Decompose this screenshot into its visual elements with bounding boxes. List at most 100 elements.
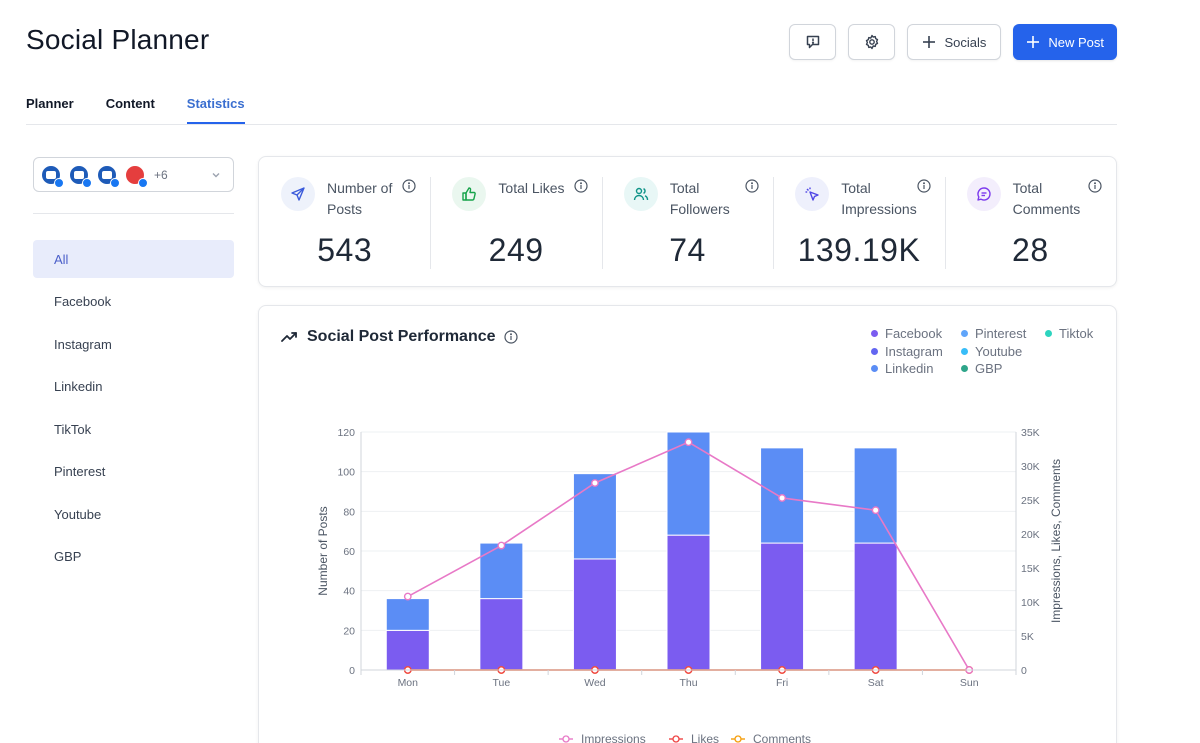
y-right-tick-label: 10K <box>1021 597 1040 609</box>
legend-label: GBP <box>975 361 1003 376</box>
sidebar-item-instagram[interactable]: Instagram <box>54 336 112 352</box>
point-impressions <box>497 541 506 550</box>
stat-label: Number of Posts <box>327 180 393 217</box>
legend-item-tiktok[interactable]: Tiktok <box>1045 326 1093 341</box>
y-right-tick-label: 25K <box>1021 495 1040 507</box>
x-tick-label: Thu <box>679 677 697 689</box>
send-icon <box>281 177 315 211</box>
tab-content[interactable]: Content <box>105 96 155 111</box>
plus-icon <box>923 36 936 48</box>
legend-label: Facebook <box>885 326 943 341</box>
sidebar-item-gbp[interactable]: GBP <box>54 549 82 564</box>
legend-label: Tiktok <box>1059 326 1094 341</box>
sidebar-item-pinterest[interactable]: Pinterest <box>54 464 106 479</box>
account-selector[interactable]: +6 <box>33 157 234 192</box>
header-actions: Socials New Post <box>789 24 1117 60</box>
info-icon[interactable] <box>503 330 518 344</box>
bar-series <box>385 431 898 671</box>
gear-icon <box>865 34 879 50</box>
legend-dot <box>961 330 968 337</box>
legend-dot <box>961 348 968 355</box>
y-right-tick-label: 0 <box>1021 665 1027 677</box>
stat-label: Total Likes <box>498 180 565 196</box>
legend-dot <box>961 365 968 372</box>
plus-icon <box>1027 36 1040 48</box>
y-tick-label: 80 <box>343 506 355 518</box>
y-right-tick-label: 5K <box>1021 631 1034 643</box>
bar-facebook <box>666 534 711 671</box>
stat-value: 74 <box>669 232 706 268</box>
legend-dot <box>871 348 878 355</box>
info-icon[interactable] <box>917 179 931 193</box>
legend-dot <box>871 330 878 337</box>
info-icon[interactable] <box>745 179 759 193</box>
stat-value: 543 <box>317 232 373 268</box>
facebook-badge-icon <box>110 177 120 188</box>
stat-label: Total Comments <box>1012 180 1081 217</box>
feedback-icon <box>806 35 820 49</box>
new-post-button[interactable]: New Post <box>1013 24 1117 60</box>
bar-linkedin <box>853 447 898 544</box>
facebook-badge-icon <box>82 177 92 188</box>
bar-linkedin <box>385 598 430 631</box>
legend-marker <box>672 735 680 743</box>
legend-item-instagram[interactable]: Instagram <box>871 344 943 359</box>
sidebar-item-linkedin[interactable]: Linkedin <box>54 379 103 394</box>
account-avatar <box>40 163 64 188</box>
point-impressions <box>403 592 412 601</box>
info-icon[interactable] <box>574 179 588 193</box>
point-impressions <box>871 506 880 515</box>
sidebar-item-tiktok[interactable]: TikTok <box>54 421 92 437</box>
bar-facebook <box>385 629 430 671</box>
tab-planner[interactable]: Planner <box>26 96 74 111</box>
tab-statistics[interactable]: Statistics <box>186 96 245 124</box>
thumbs-up-icon <box>452 177 487 211</box>
facebook-badge-icon <box>138 177 148 188</box>
chart-title-text: Social Post Performance <box>307 328 496 345</box>
stat-total-impressions: Total Impressions 139.19K <box>773 157 944 286</box>
point-impressions <box>778 494 786 502</box>
sidebar-item-youtube[interactable]: Youtube <box>54 506 102 522</box>
x-tick-label: Wed <box>584 677 606 689</box>
main-tabs: Planner Content Statistics <box>26 96 1117 125</box>
legend-bottom-label: Likes <box>691 732 719 743</box>
legend-item-gbp[interactable]: GBP <box>961 361 1002 376</box>
legend-item-linkedin[interactable]: Linkedin <box>871 361 933 376</box>
stat-total-likes: Total Likes 249 <box>430 157 601 286</box>
y-tick-label: 20 <box>343 625 355 637</box>
y-right-tick-label: 30K <box>1021 461 1040 473</box>
chart-legend-bottom: Impressions Likes Comments <box>559 732 811 743</box>
x-tick-label: Sat <box>868 677 884 689</box>
social-post-performance-card: Social Post Performance Facebook Instagr… <box>258 305 1117 743</box>
trending-up-icon <box>281 332 297 342</box>
feedback-button[interactable] <box>789 24 837 60</box>
x-tick-label: Mon <box>398 677 419 689</box>
sidebar-item-all[interactable]: All <box>33 240 234 278</box>
settings-button[interactable] <box>848 24 896 60</box>
platform-filter-list: All Facebook Instagram Linkedin TikTok P… <box>33 240 234 580</box>
info-icon[interactable] <box>402 179 417 193</box>
sidebar-item-facebook[interactable]: Facebook <box>54 294 112 309</box>
stat-total-comments: Total Comments 28 <box>944 157 1116 286</box>
y-tick-label: 120 <box>337 427 355 439</box>
stat-label: Total Followers <box>669 180 730 217</box>
y-tick-label: 0 <box>349 665 355 677</box>
legend-item-youtube[interactable]: Youtube <box>961 344 1022 359</box>
point-impressions <box>591 479 599 487</box>
legend-label: Instagram <box>885 344 943 359</box>
legend-bottom-label: Comments <box>753 732 811 743</box>
legend-item-facebook[interactable]: Facebook <box>871 326 942 341</box>
stat-label: Total Impressions <box>841 180 917 217</box>
axes: 0 20 40 60 80 100 120 0 5K 10K 15K 20K 25K 30K 35K Mon T… <box>316 427 1063 689</box>
socials-button[interactable]: Socials <box>907 24 1002 60</box>
legend-item-pinterest[interactable]: Pinterest <box>961 326 1026 341</box>
page-title: Social Planner <box>26 24 210 55</box>
x-tick-label: Fri <box>776 677 788 689</box>
account-avatar <box>96 163 120 188</box>
sidebar-divider <box>33 213 234 214</box>
chart-title: Social Post Performance <box>281 328 518 346</box>
legend-marker <box>734 735 742 743</box>
bar-facebook <box>760 542 805 671</box>
legend-marker <box>562 735 570 743</box>
info-icon[interactable] <box>1088 179 1102 193</box>
